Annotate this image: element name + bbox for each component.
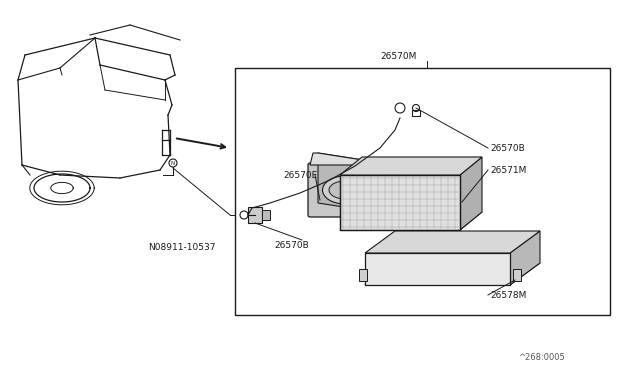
- Text: ^268:0005: ^268:0005: [518, 353, 565, 362]
- Text: 26570E: 26570E: [283, 170, 317, 180]
- Text: N08911-10537: N08911-10537: [148, 244, 216, 253]
- Bar: [365, 253, 510, 285]
- Bar: [262, 210, 270, 220]
- Polygon shape: [340, 212, 482, 230]
- FancyBboxPatch shape: [308, 163, 397, 217]
- Polygon shape: [460, 157, 482, 230]
- Text: N: N: [171, 160, 175, 166]
- Text: 26570B: 26570B: [274, 241, 308, 250]
- Text: 26571M: 26571M: [490, 166, 526, 174]
- Ellipse shape: [323, 176, 367, 204]
- Bar: [248, 207, 262, 223]
- Polygon shape: [310, 153, 395, 165]
- Text: 26570B: 26570B: [490, 144, 525, 153]
- Bar: [235, 68, 610, 315]
- Text: 26570M: 26570M: [380, 51, 417, 61]
- Polygon shape: [365, 263, 540, 285]
- Bar: [412, 110, 420, 116]
- Polygon shape: [365, 231, 540, 253]
- Polygon shape: [318, 153, 395, 215]
- Text: 26578M: 26578M: [490, 291, 526, 299]
- Bar: [340, 175, 460, 230]
- Bar: [513, 269, 521, 281]
- Polygon shape: [310, 203, 395, 215]
- Polygon shape: [510, 231, 540, 285]
- Bar: [359, 269, 367, 281]
- Bar: [340, 175, 460, 230]
- Polygon shape: [340, 157, 482, 175]
- Ellipse shape: [329, 181, 361, 199]
